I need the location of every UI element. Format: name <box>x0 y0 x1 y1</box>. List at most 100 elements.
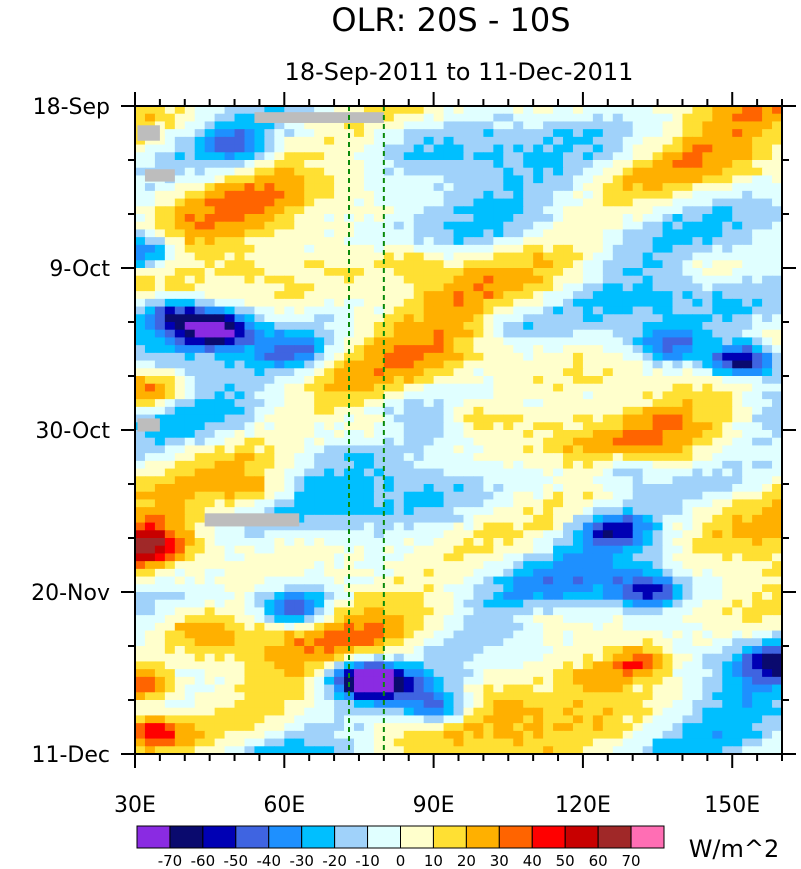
heatmap-cell <box>493 275 504 285</box>
heatmap-cell <box>592 345 604 354</box>
heatmap-cell <box>234 152 246 161</box>
heatmap-cell <box>752 599 763 609</box>
heatmap-cell <box>254 314 265 323</box>
heatmap-cell <box>363 322 375 331</box>
heatmap-cell <box>752 638 763 647</box>
heatmap-cell <box>184 306 196 315</box>
heatmap-cell <box>403 136 415 146</box>
heatmap-cell <box>682 113 694 123</box>
heatmap-cell <box>473 113 484 123</box>
heatmap-cell <box>423 561 435 570</box>
heatmap-cell <box>413 136 425 146</box>
heatmap-cell <box>762 198 773 207</box>
heatmap-cell <box>682 322 694 331</box>
heatmap-cell <box>473 422 484 431</box>
heatmap-cell <box>662 468 674 477</box>
heatmap-cell <box>373 676 385 686</box>
heatmap-cell <box>612 584 624 593</box>
heatmap-cell <box>632 152 644 161</box>
heatmap-cell <box>762 514 773 524</box>
heatmap-cell <box>274 484 285 493</box>
heatmap-cell <box>582 468 594 477</box>
heatmap-cell <box>254 553 265 562</box>
heatmap-cell <box>463 499 475 508</box>
heatmap-cell <box>423 661 435 670</box>
heatmap-cell <box>612 298 624 308</box>
heatmap-cell <box>304 152 315 161</box>
heatmap-cell <box>702 514 713 524</box>
heatmap-cell <box>224 129 236 138</box>
heatmap-cell <box>144 322 156 331</box>
heatmap-cell <box>373 476 385 485</box>
heatmap-cell <box>393 252 405 261</box>
heatmap-cell <box>602 584 614 593</box>
heatmap-cell <box>762 152 773 161</box>
heatmap-cell <box>393 507 405 516</box>
heatmap-cell <box>244 198 256 207</box>
heatmap-cell <box>533 252 544 261</box>
heatmap-cell <box>592 152 604 161</box>
heatmap-cell <box>493 368 504 377</box>
heatmap-cell <box>383 106 395 115</box>
heatmap-cell <box>642 499 654 508</box>
heatmap-cell <box>582 198 594 207</box>
heatmap-cell <box>463 507 475 516</box>
heatmap-cell <box>662 268 674 277</box>
heatmap-cell <box>712 345 723 354</box>
heatmap-cell <box>194 198 206 207</box>
heatmap-cell <box>373 345 385 354</box>
heatmap-cell <box>314 553 325 562</box>
heatmap-cell <box>592 106 604 115</box>
heatmap-cell <box>742 291 753 300</box>
heatmap-cell <box>413 514 425 524</box>
heatmap-cell <box>702 183 713 192</box>
heatmap-cell <box>244 383 256 393</box>
heatmap-cell <box>353 599 365 609</box>
heatmap-cell <box>592 368 604 377</box>
heatmap-cell <box>503 576 514 585</box>
heatmap-cell <box>244 298 256 308</box>
heatmap-cell <box>284 584 295 593</box>
heatmap-cell <box>473 152 484 161</box>
heatmap-cell <box>164 352 176 362</box>
heatmap-cell <box>423 291 435 300</box>
heatmap-cell <box>622 306 634 315</box>
heatmap-cell <box>493 630 504 639</box>
heatmap-cell <box>164 345 176 354</box>
heatmap-cell <box>463 414 475 423</box>
heatmap-cell <box>662 599 674 609</box>
heatmap-cell <box>553 437 564 447</box>
heatmap-cell <box>682 653 694 663</box>
heatmap-cell <box>453 538 465 547</box>
heatmap-cell <box>423 638 435 647</box>
heatmap-cell <box>742 221 753 231</box>
heatmap-cell <box>413 144 425 153</box>
heatmap-cell <box>363 337 375 346</box>
heatmap-cell <box>632 306 644 315</box>
heatmap-cell <box>752 160 763 169</box>
heatmap-cell <box>353 676 365 686</box>
heatmap-cell <box>314 183 325 192</box>
heatmap-cell <box>602 252 614 261</box>
heatmap-cell <box>135 283 146 292</box>
heatmap-cell <box>453 653 465 663</box>
heatmap-cell <box>513 121 524 130</box>
heatmap-cell <box>383 669 395 678</box>
heatmap-cell <box>234 607 246 616</box>
heatmap-cell <box>294 337 305 346</box>
heatmap-cell <box>353 368 365 377</box>
heatmap-cell <box>533 314 544 323</box>
heatmap-cell <box>164 129 176 138</box>
heatmap-cell <box>732 669 743 678</box>
heatmap-cell <box>453 260 465 269</box>
heatmap-cell <box>732 622 743 632</box>
heatmap-cell <box>473 399 484 408</box>
heatmap-cell <box>503 329 514 339</box>
heatmap-cell <box>702 329 713 339</box>
heatmap-cell <box>572 129 584 138</box>
heatmap-cell <box>652 183 664 192</box>
heatmap-cell <box>503 422 514 431</box>
heatmap-cell <box>433 545 445 555</box>
heatmap-cell <box>533 453 544 462</box>
heatmap-cell <box>294 538 305 547</box>
